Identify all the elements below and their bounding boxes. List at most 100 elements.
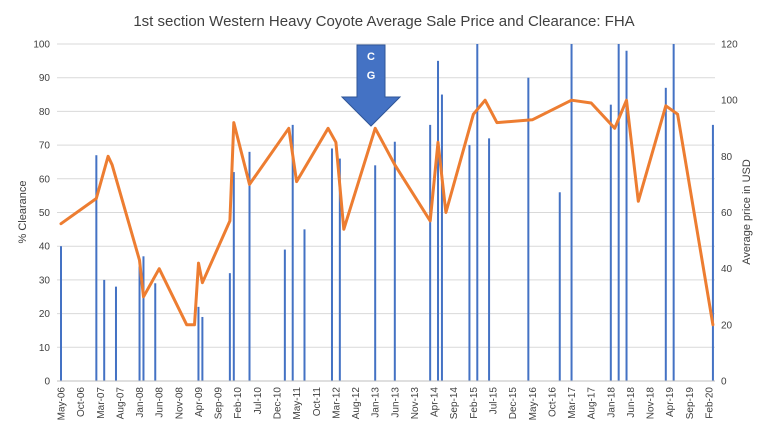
gridlines [57, 43, 715, 348]
x-tick-label: Jun-18 [626, 387, 637, 418]
x-tick-label: Sep-09 [214, 387, 225, 420]
x-tick-label: Nov-08 [174, 387, 185, 420]
price-line-group [59, 98, 715, 327]
clearance-bar [303, 229, 306, 381]
clearance-bar [570, 44, 573, 381]
clearance-bar [248, 151, 251, 381]
x-tick-label: Feb-20 [705, 387, 716, 419]
x-tick-label: Sep-14 [449, 387, 460, 420]
price-line [59, 98, 715, 327]
clearance-bar [142, 256, 145, 381]
left-axis-label: % Clearance [17, 181, 29, 244]
left-axis-ticks: 0 10 20 30 40 50 60 70 80 90 100 [33, 40, 50, 388]
clearance-bar [330, 148, 333, 381]
annotation-line-2: G [367, 70, 376, 82]
left-tick-label: 40 [39, 242, 51, 253]
x-tick-label: Dec-15 [508, 387, 519, 420]
right-tick-label: 80 [721, 152, 733, 163]
clearance-bar [283, 249, 286, 381]
x-tick-label: Aug-12 [351, 387, 362, 420]
x-tick-label: Jan-13 [371, 387, 382, 418]
right-tick-label: 0 [721, 377, 727, 388]
down-arrow-icon [340, 44, 402, 127]
clearance-bar [437, 60, 440, 381]
x-tick-label: Mar-07 [96, 387, 107, 419]
clearance-bar [468, 145, 471, 381]
clearance-bars [60, 44, 714, 382]
x-tick-label: Jan-08 [135, 387, 146, 418]
right-axis-label: Average price in USD [741, 159, 753, 265]
x-tick-label: Sep-19 [685, 387, 696, 420]
clearance-bar [114, 286, 117, 381]
clearance-bar [197, 306, 200, 381]
left-tick-label: 60 [39, 174, 51, 185]
x-tick-label: Nov-18 [646, 387, 657, 420]
annotation-line-1: C [367, 51, 375, 63]
x-tick-label: Feb-15 [469, 387, 480, 419]
clearance-bar [338, 158, 341, 381]
clearance-bar [527, 77, 530, 381]
left-tick-label: 0 [44, 377, 50, 388]
x-tick-label: Jul-15 [489, 387, 500, 415]
clearance-bar [374, 165, 377, 381]
x-tick-label: Oct-16 [547, 387, 558, 417]
clearance-bar [440, 94, 443, 382]
left-tick-label: 80 [39, 107, 51, 118]
clearance-bar [138, 266, 141, 381]
x-tick-label: Feb-10 [233, 387, 244, 419]
x-tick-label: Mar-17 [567, 387, 578, 419]
left-tick-label: 50 [39, 208, 51, 219]
cg-annotation: C G [340, 44, 402, 127]
x-tick-label: Aug-17 [587, 387, 598, 420]
x-tick-label: Apr-14 [430, 387, 441, 417]
right-tick-label: 60 [721, 208, 733, 219]
x-tick-label: Jan-18 [606, 387, 617, 418]
left-tick-label: 20 [39, 309, 51, 320]
clearance-bar [429, 124, 432, 381]
x-tick-label: May-06 [57, 387, 68, 421]
clearance-bar [95, 155, 98, 381]
clearance-bar [393, 141, 396, 381]
left-tick-label: 10 [39, 343, 51, 354]
clearance-bar [711, 124, 714, 381]
clearance-bar [476, 44, 479, 381]
right-axis-ticks: 0 20 40 60 80 100 120 [721, 40, 738, 388]
clearance-bar [228, 273, 231, 381]
x-tick-label: Nov-13 [410, 387, 421, 420]
clearance-bar [103, 279, 106, 381]
left-tick-label: 70 [39, 141, 51, 152]
x-tick-label: Jul-10 [253, 387, 264, 415]
x-tick-label: Aug-07 [115, 387, 126, 420]
clearance-bar [609, 104, 612, 381]
x-tick-label: May-11 [292, 387, 303, 420]
clearance-bar [664, 87, 667, 381]
clearance-bar [625, 50, 628, 382]
left-tick-label: 100 [33, 40, 50, 51]
clearance-bar [488, 138, 491, 381]
x-tick-label: Mar-12 [331, 387, 342, 419]
clearance-bar [558, 192, 561, 381]
clearance-bar [672, 44, 675, 381]
x-tick-label: Dec-10 [273, 387, 284, 420]
clearance-bar [60, 246, 62, 381]
x-tick-label: Oct-11 [312, 387, 323, 417]
x-tick-label: Jun-13 [390, 387, 401, 418]
clearance-bar [232, 172, 235, 381]
x-tick-label: Jun-08 [155, 387, 166, 418]
right-tick-label: 120 [721, 40, 738, 51]
left-tick-label: 90 [39, 73, 51, 84]
clearance-bar [201, 316, 204, 381]
right-tick-label: 20 [721, 320, 733, 331]
x-tick-label: Oct-06 [76, 387, 87, 417]
x-tick-label: May-16 [528, 387, 539, 421]
clearance-bar [291, 124, 294, 381]
x-axis-ticks: May-06 Oct-06 Mar-07 Aug-07 Jan-08 Jun-08 Nov-… [57, 387, 716, 421]
left-tick-label: 30 [39, 275, 51, 286]
chart-title: 1st section Western Heavy Coyote Average… [133, 13, 634, 30]
x-tick-label: Apr-09 [194, 387, 205, 417]
right-tick-label: 100 [721, 96, 738, 107]
clearance-bar [154, 283, 157, 381]
right-tick-label: 40 [721, 264, 733, 275]
clearance-bar [617, 44, 620, 381]
